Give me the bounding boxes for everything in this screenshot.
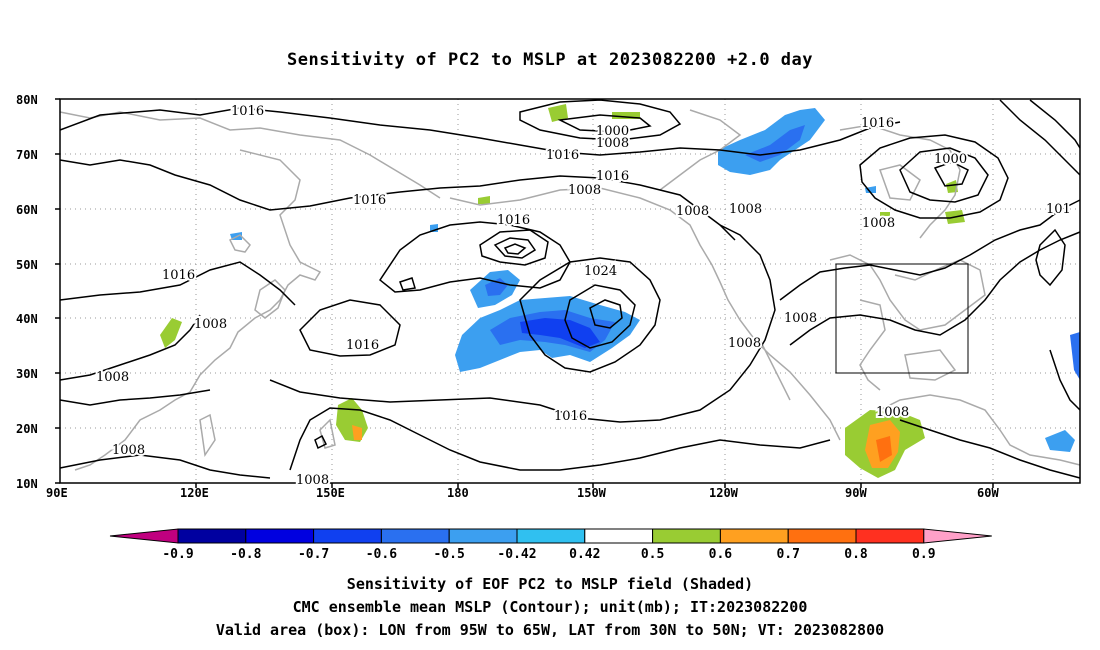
contour-label: 1008 [862,216,895,231]
lon-tick-label: 60W [977,486,999,500]
contour-label: 1016 [861,116,894,131]
colorbar-label: -0.6 [366,547,397,562]
colorbar-swatch [516,528,586,544]
lat-tick-label: 30N [16,367,38,381]
lon-tick-label: 180 [447,486,469,500]
contour-label: 1008 [729,202,762,217]
colorbar-swatch [380,528,450,544]
colorbar-label: -0.7 [298,547,329,562]
contour-label-group: 1016 1000 1008 1016 1016 1008 1016 1016 … [94,102,1073,490]
valid-area-box [835,263,969,374]
contour-label: 1016 [231,104,264,119]
colorbar-label: 0.9 [912,547,935,562]
contour-label: 1008 [596,136,629,151]
colorbar-swatch [584,528,654,544]
colorbar-arrow-right [923,528,992,544]
lon-tick-label: 120W [709,486,739,500]
colorbar-label: -0.5 [434,547,465,562]
contour-label: 1016 [554,409,587,424]
longitude-labels: 90E 120E 150E 180 150W 120W 90W 60W [46,486,999,500]
contour-label: 1008 [194,317,227,332]
contour-label: 1016 [596,169,629,184]
colorbar-swatch [177,528,247,544]
lon-tick-label: 150E [316,486,345,500]
map-title: Sensitivity of PC2 to MSLP at 2023082200… [286,50,813,70]
contour-label: 101 [1046,202,1071,217]
footer-line-2: CMC ensemble mean MSLP (Contour); unit(m… [292,598,808,616]
latitude-labels: 80N 70N 60N 50N 40N 30N 20N 10N [16,93,38,491]
colorbar-swatch [719,528,789,544]
colorbar-swatch [652,528,721,544]
coastlines [59,109,1081,471]
contour-label: 1016 [546,148,579,163]
colorbar-swatch [313,528,382,544]
lat-tick-label: 70N [16,148,38,162]
colorbar-label: 0.42 [569,547,600,562]
contour-label: 1008 [112,443,145,458]
contour-label: 1000 [934,152,967,167]
lat-tick-label: 20N [16,422,38,436]
lat-tick-label: 60N [16,203,38,217]
colorbar-label: 0.6 [709,547,733,562]
contour-label: 1024 [584,264,617,279]
colorbar-swatch [855,528,925,544]
contour-label: 1008 [728,336,761,351]
contour-label: 1016 [497,213,530,228]
colorbar-label: 0.5 [641,547,664,562]
colorbar: -0.9 -0.8 -0.7 -0.6 -0.5 -0.42 0.42 0.5 0.6 0.7 0.… [109,528,992,562]
contour-label: 1016 [346,338,379,353]
lon-tick-label: 150W [577,486,607,500]
colorbar-label: 0.7 [776,547,799,562]
contour-label: 1016 [162,268,195,283]
contour-label: 1016 [353,193,386,208]
contour-label: 1008 [676,204,709,219]
contour-label: 1008 [876,405,909,420]
contour-label: 1008 [568,183,601,198]
colorbar-swatch [245,528,315,544]
lat-tick-label: 50N [16,258,38,272]
plot-frame [59,98,1081,484]
colorbar-label: -0.9 [162,547,193,562]
lon-tick-label: 120E [180,486,209,500]
footer-line-3: Valid area (box): LON from 95W to 65W, L… [215,621,885,639]
colorbar-arrow-left [109,528,179,544]
footer-line-1: Sensitivity of EOF PC2 to MSLP field (Sh… [346,575,754,593]
colorbar-label: -0.8 [230,547,261,562]
colorbar-label: -0.42 [497,547,536,562]
contour-label: 1008 [296,473,329,488]
lat-tick-label: 80N [16,93,38,107]
contour-label: 1008 [784,311,817,326]
colorbar-swatch [448,528,518,544]
lat-tick-label: 10N [16,477,38,491]
contour-label: 1000 [596,124,629,139]
colorbar-label: 0.8 [844,547,868,562]
lon-tick-label: 90W [845,486,867,500]
colorbar-swatch [787,528,857,544]
pressure-contours [59,99,1081,479]
shaded-sensitivity [160,104,1080,478]
lat-tick-label: 40N [16,312,38,326]
axis-ticks [55,98,994,488]
lon-tick-label: 90E [46,486,68,500]
contour-label: 1008 [96,370,129,385]
